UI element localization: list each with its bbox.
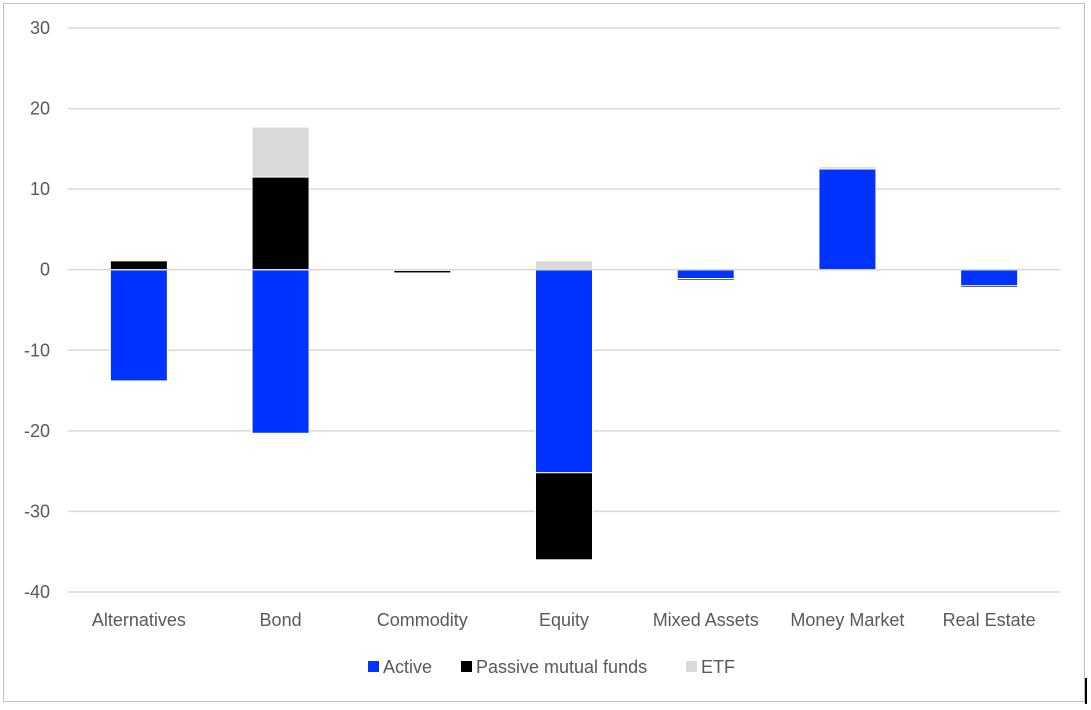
x-tick-label: Alternatives xyxy=(92,610,186,630)
bar-passive-mutual-funds xyxy=(109,260,168,271)
y-tick-label: 20 xyxy=(30,99,50,119)
bar-active xyxy=(676,269,735,280)
y-tick-label: -40 xyxy=(24,582,50,602)
bar-passive-mutual-funds xyxy=(676,278,735,281)
y-tick-label: 10 xyxy=(30,179,50,199)
bar-active xyxy=(960,269,1019,287)
bar-active xyxy=(535,269,593,474)
x-tick-label: Bond xyxy=(260,610,302,630)
legend-label: Active xyxy=(383,657,432,677)
bar-etf xyxy=(251,126,310,178)
x-tick-label: Mixed Assets xyxy=(653,610,759,630)
bar-passive-mutual-funds xyxy=(535,472,593,561)
legend-swatch xyxy=(368,661,379,672)
x-tick-label: Money Market xyxy=(790,610,904,630)
y-tick-label: -10 xyxy=(24,340,50,360)
bar-active xyxy=(109,269,168,382)
y-tick-label: 30 xyxy=(30,18,50,38)
bar-active xyxy=(818,168,877,271)
y-tick-label: -30 xyxy=(24,501,50,521)
y-tick-label: -20 xyxy=(24,421,50,441)
bar-passive-mutual-funds xyxy=(393,270,452,274)
legend-swatch xyxy=(461,661,472,672)
bar-active xyxy=(251,269,310,434)
bar-passive-mutual-funds xyxy=(960,285,1019,288)
legend: Active Passive mutual funds ETF xyxy=(368,657,735,677)
bar-passive-mutual-funds xyxy=(251,176,310,271)
x-axis-ticks: Alternatives Bond Commodity Equity Mixed Ass… xyxy=(92,610,1036,630)
legend-swatch xyxy=(686,661,697,672)
y-axis-ticks: 30 20 10 0 -10 -20 -30 -40 xyxy=(24,18,50,602)
x-tick-label: Real Estate xyxy=(943,610,1036,630)
x-tick-label: Equity xyxy=(539,610,589,630)
bar-etf xyxy=(535,260,593,271)
bar-etf xyxy=(818,166,877,170)
legend-label: Passive mutual funds xyxy=(476,657,647,677)
bars xyxy=(68,126,1060,561)
edge-mark xyxy=(1085,678,1087,704)
legend-label: ETF xyxy=(701,657,735,677)
y-tick-label: 0 xyxy=(40,260,50,280)
x-tick-label: Commodity xyxy=(377,610,468,630)
